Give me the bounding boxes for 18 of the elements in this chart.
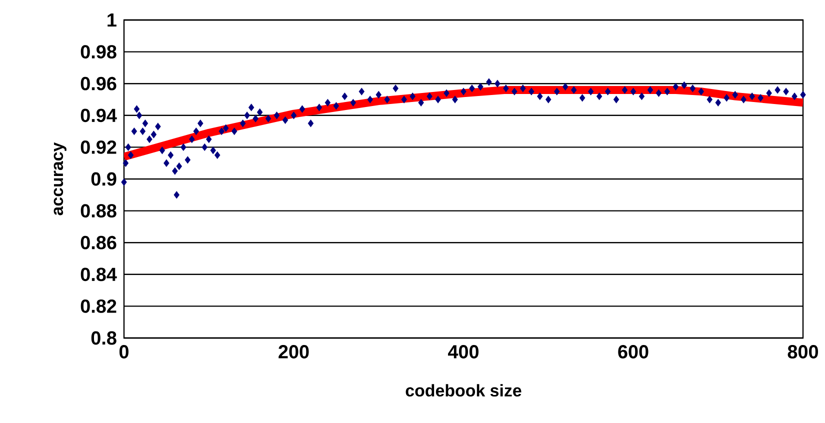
- x-tick-label: 400: [448, 345, 479, 358]
- y-tick-label: 0.98: [80, 45, 116, 59]
- x-tick-label: 800: [788, 345, 818, 358]
- x-axis-title: codebook size: [406, 384, 522, 397]
- y-axis-title: accuracy: [54, 142, 66, 216]
- y-tick-label: 0.84: [80, 268, 117, 282]
- y-tick-label: 0.86: [80, 236, 116, 250]
- y-tick-label: 0.8: [91, 331, 116, 345]
- x-tick-label: 200: [278, 345, 309, 358]
- x-tick-label: 600: [618, 345, 648, 358]
- y-tick-label: 0.96: [80, 76, 116, 90]
- x-tick-label: 0: [119, 345, 128, 358]
- y-tick-label: 0.82: [80, 299, 116, 313]
- y-tick-label: 0.94: [80, 108, 117, 122]
- y-tick-label: 0.9: [91, 172, 116, 186]
- y-tick-label: 0.92: [80, 140, 116, 154]
- y-tick-label: 1: [108, 13, 116, 27]
- y-tick-label: 0.88: [80, 204, 116, 218]
